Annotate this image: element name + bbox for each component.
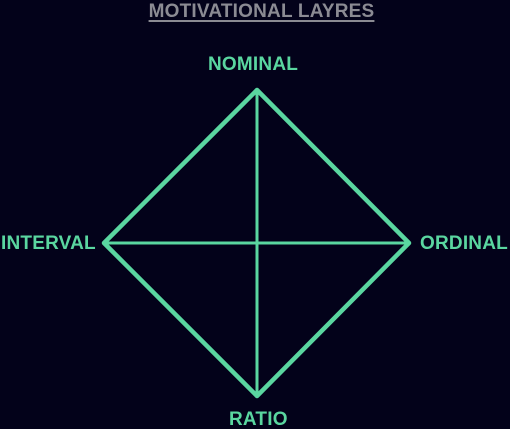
node-label-right: ORDINAL <box>420 233 508 254</box>
node-label-top: NOMINAL <box>208 54 299 75</box>
diagram-title: MOTIVATIONAL LAYRES <box>148 1 375 22</box>
node-label-bottom: RATIO <box>229 409 288 429</box>
node-label-left: INTERVAL <box>1 233 96 254</box>
